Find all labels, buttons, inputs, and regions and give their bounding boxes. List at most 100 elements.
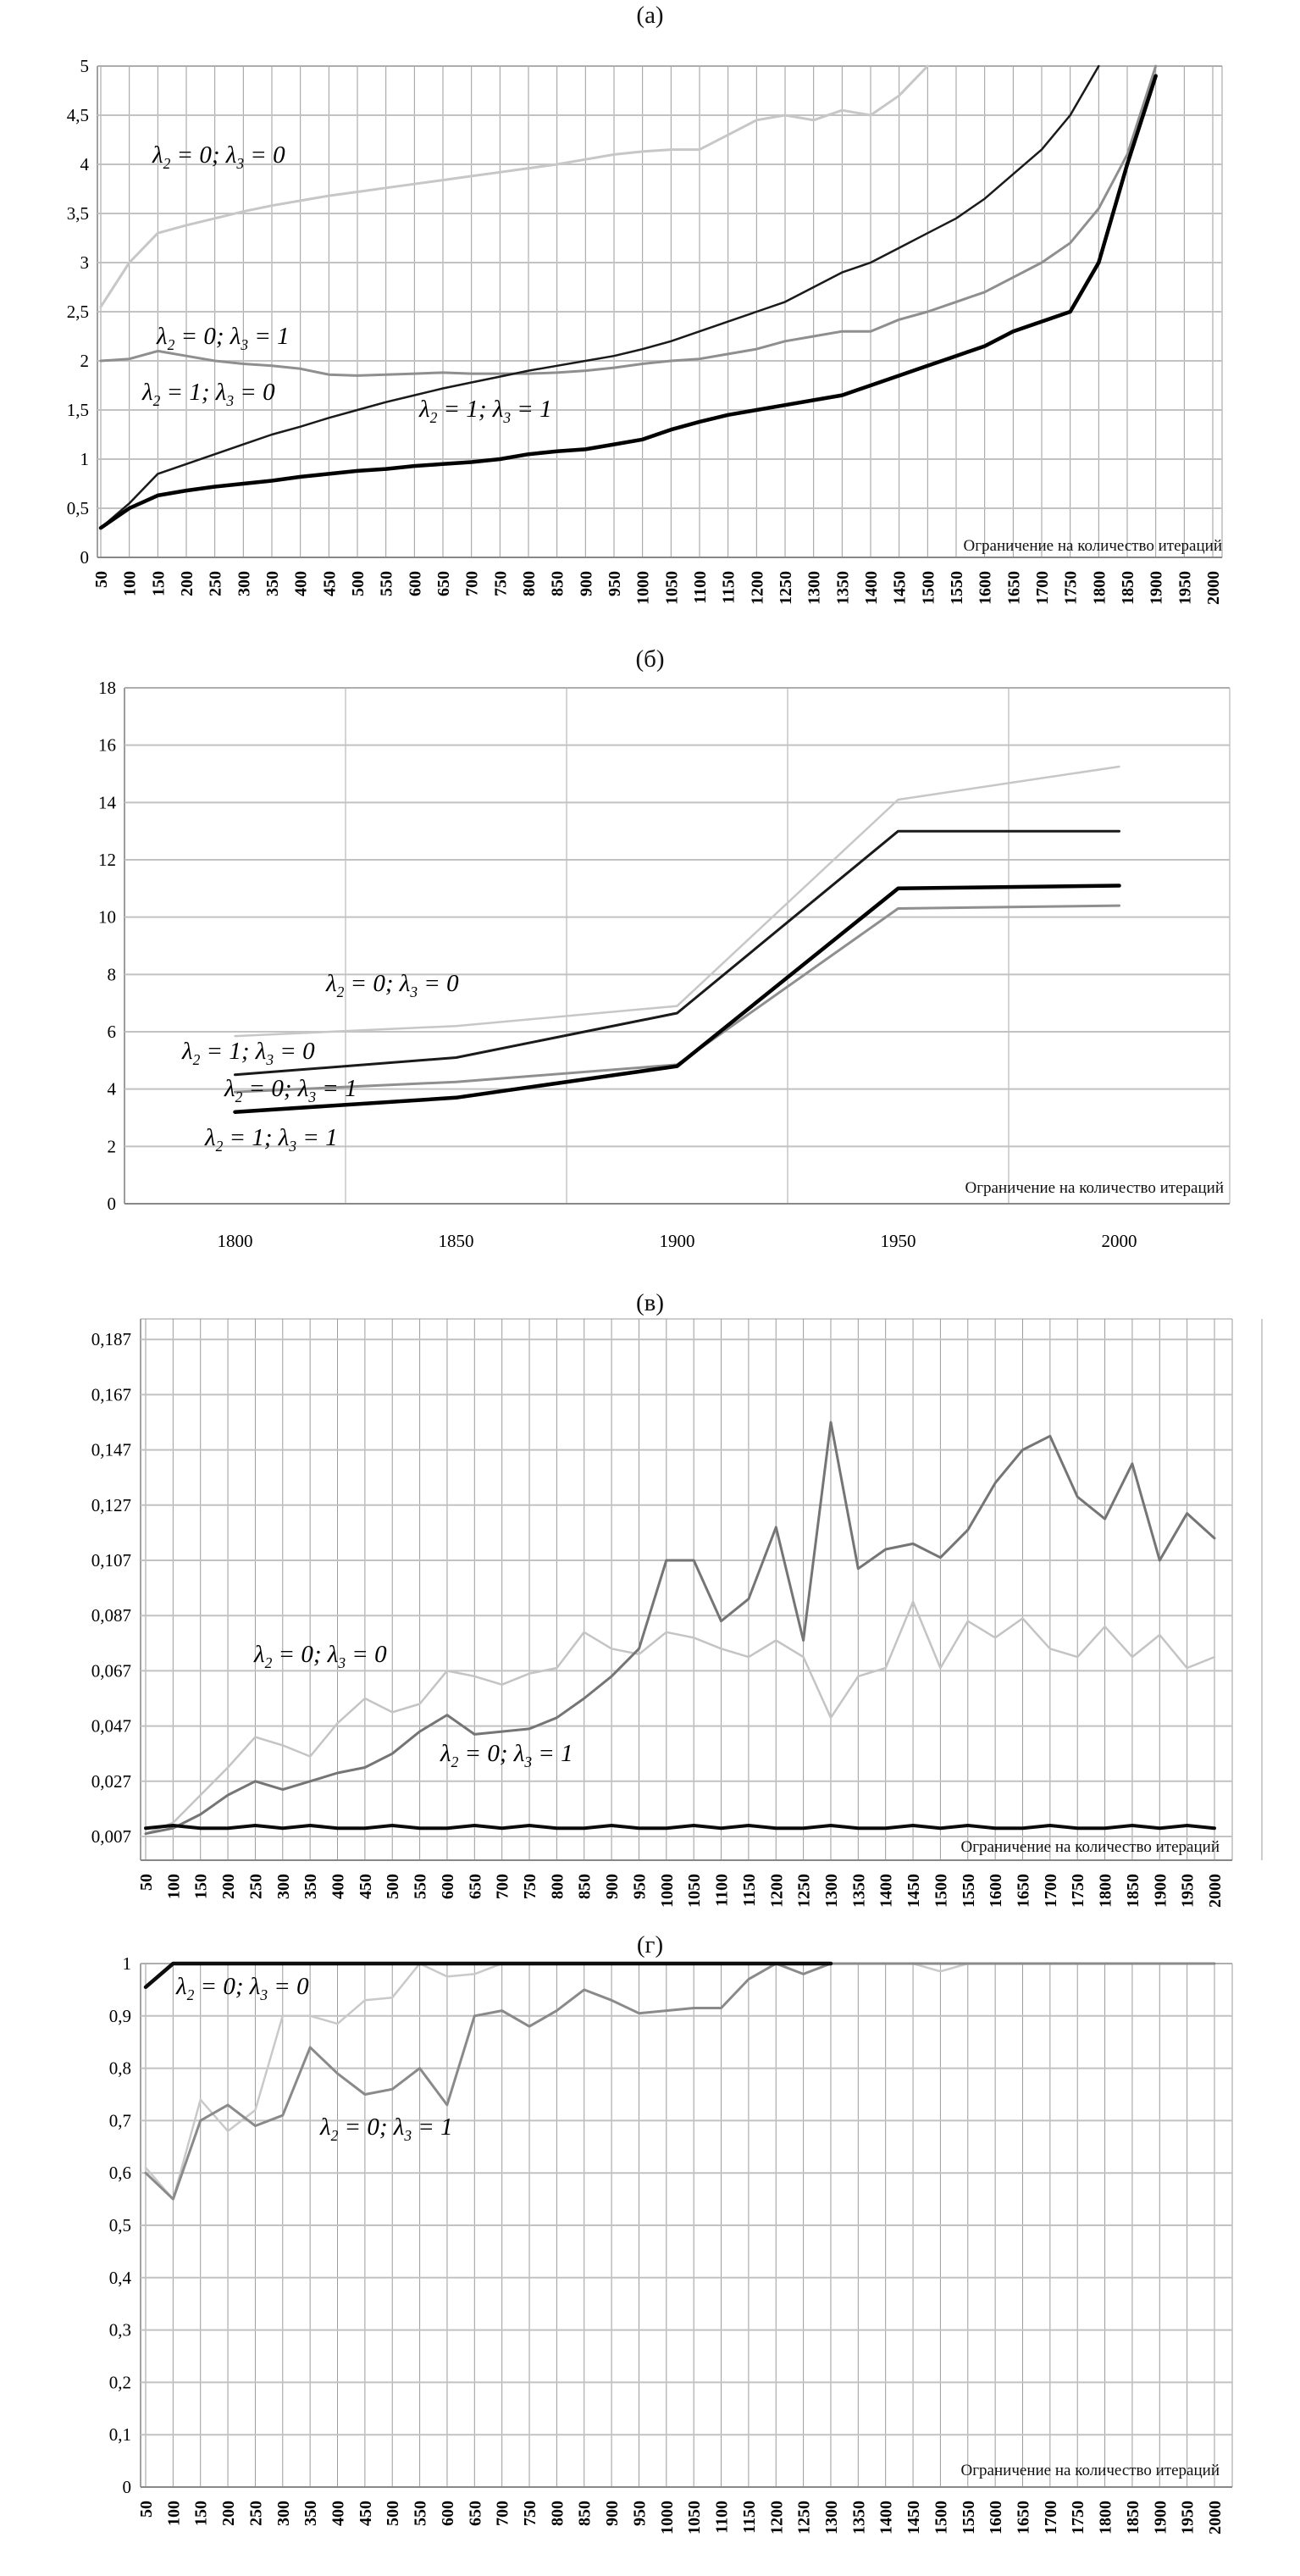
x-tick-label: 1500 <box>932 1874 950 1908</box>
x-tick-label: 1900 <box>1151 1874 1170 1908</box>
x-tick-label: 250 <box>246 1874 265 1899</box>
y-tick-label: 0,7 <box>109 2110 131 2130</box>
series-l2-0-l3-1 <box>144 1962 1216 2201</box>
x-tick-label: 400 <box>329 2501 348 2526</box>
x-tick-label: 200 <box>219 2501 238 2526</box>
x-tick-label: 1350 <box>833 571 852 605</box>
x-tick-label: 1800 <box>218 1231 253 1251</box>
x-tick-label: 350 <box>301 2501 320 2526</box>
x-tick-label: 850 <box>576 2501 595 2526</box>
x-tick-label: 350 <box>263 571 282 596</box>
y-tick-label: 18 <box>98 678 116 698</box>
y-tick-label: 0,5 <box>67 498 89 518</box>
x-tick-label: 750 <box>491 571 510 596</box>
x-tick-label: 1750 <box>1062 571 1081 605</box>
y-tick-label: 0,167 <box>91 1384 131 1404</box>
chart-a-title: (а) <box>636 2 664 29</box>
x-tick-label: 500 <box>384 1874 402 1899</box>
x-tick-label: 50 <box>92 571 111 588</box>
x-tick-label: 1350 <box>849 2501 868 2534</box>
x-tick-label: 750 <box>521 2501 539 2526</box>
x-tick-label: 1850 <box>1124 1874 1142 1908</box>
x-tick-label: 1200 <box>748 571 766 605</box>
x-tick-label: 2000 <box>1102 1231 1137 1251</box>
x-tick-label: 600 <box>406 571 424 596</box>
x-tick-label: 1850 <box>1124 2501 1142 2534</box>
series-l2-1-l3-1 <box>233 884 1121 1114</box>
x-tick-label: 750 <box>521 1874 539 1899</box>
series-l2-0-l3-1 <box>99 64 1158 377</box>
chart-g-title: (г) <box>636 1931 664 1958</box>
x-tick-label: 1950 <box>1179 1874 1198 1908</box>
x-tick-label: 1500 <box>919 571 938 605</box>
x-tick-label: 300 <box>235 571 253 596</box>
x-tick-label: 1650 <box>1014 2501 1032 2534</box>
y-tick-label: 1 <box>123 1953 132 1974</box>
y-tick-label: 0,147 <box>91 1440 131 1460</box>
x-tick-label: 900 <box>577 571 595 596</box>
y-tick-label: 6 <box>108 1022 117 1042</box>
y-tick-label: 0 <box>80 547 90 568</box>
x-tick-label: 1950 <box>1179 2501 1198 2534</box>
x-tick-label: 100 <box>164 1874 183 1899</box>
x-tick-label: 1650 <box>1004 571 1023 605</box>
x-tick-label: 1200 <box>767 1874 786 1908</box>
series-label-a-l2-1-l3-1: λ2 = 1; λ3 = 1 <box>419 396 552 426</box>
x-tick-label: 450 <box>357 1874 375 1899</box>
x-tick-label: 200 <box>219 1874 238 1899</box>
y-tick-label: 0,127 <box>91 1495 131 1515</box>
series-label-a-l2-0-l3-0: λ2 = 0; λ3 = 0 <box>152 141 285 172</box>
x-tick-label: 300 <box>274 2501 293 2526</box>
x-tick-label: 250 <box>207 571 225 596</box>
series-label-b-l2-0-l3-0: λ2 = 0; λ3 = 0 <box>326 970 459 1000</box>
x-tick-label: 450 <box>320 571 339 596</box>
x-tick-label: 1600 <box>987 1874 1005 1908</box>
y-tick-label: 4 <box>108 1079 117 1100</box>
y-tick-label: 2 <box>108 1136 117 1156</box>
x-tick-label: 1700 <box>1033 571 1052 605</box>
series-l2-1-l3-0 <box>234 829 1120 1077</box>
series-label-b-l2-0-l3-1: λ2 = 0; λ3 = 1 <box>224 1075 357 1105</box>
x-tick-label: 1550 <box>960 2501 978 2534</box>
x-tick-label: 1000 <box>658 2501 677 2534</box>
x-tick-label: 500 <box>349 571 368 596</box>
x-tick-label: 700 <box>463 571 482 596</box>
x-tick-label: 1050 <box>662 571 681 605</box>
x-tick-label: 900 <box>603 1874 622 1899</box>
y-tick-label: 3 <box>80 252 90 273</box>
x-tick-label: 1700 <box>1042 1874 1060 1908</box>
chart-v-title: (в) <box>635 1289 664 1316</box>
y-tick-label: 0,2 <box>109 2372 131 2392</box>
x-tick-label: 150 <box>149 571 168 596</box>
x-tick-label: 1900 <box>1151 2501 1170 2534</box>
x-tick-label: 1950 <box>1176 571 1194 605</box>
x-tick-label: 1600 <box>987 2501 1005 2534</box>
x-tick-label: 1550 <box>948 571 966 605</box>
x-tick-label: 300 <box>274 1874 293 1899</box>
x-tick-label: 1400 <box>862 571 881 605</box>
x-axis-title-g: Ограничение на количество итераций <box>960 2462 1220 2479</box>
x-tick-label: 700 <box>494 2501 512 2526</box>
x-tick-label: 650 <box>466 2501 484 2526</box>
x-tick-label: 50 <box>137 1874 156 1891</box>
y-tick-label: 0 <box>108 1194 117 1214</box>
y-tick-label: 1 <box>80 449 90 469</box>
y-tick-label: 3,5 <box>67 203 89 224</box>
series-l2-0-l3-0 <box>143 1961 833 1990</box>
y-tick-label: 0,1 <box>109 2424 131 2445</box>
chart-b-plot: 0 2 4 6 8 10 12 14 16 18 1800 1850 1900 1950 2000 <box>98 678 1231 1251</box>
x-tick-label: 400 <box>292 571 311 596</box>
y-tick-label: 0,9 <box>109 2006 131 2026</box>
y-tick-label: 4 <box>80 154 90 175</box>
y-tick-label: 1,5 <box>67 400 89 420</box>
x-tick-label: 150 <box>192 1874 211 1899</box>
y-tick-label: 0,067 <box>91 1660 131 1681</box>
series-label-v-l2-0-l3-0: λ2 = 0; λ3 = 0 <box>254 1641 387 1671</box>
y-tick-label: 0,047 <box>91 1716 131 1737</box>
y-tick-label: 5 <box>80 56 90 76</box>
x-tick-label: 1300 <box>822 2501 841 2534</box>
